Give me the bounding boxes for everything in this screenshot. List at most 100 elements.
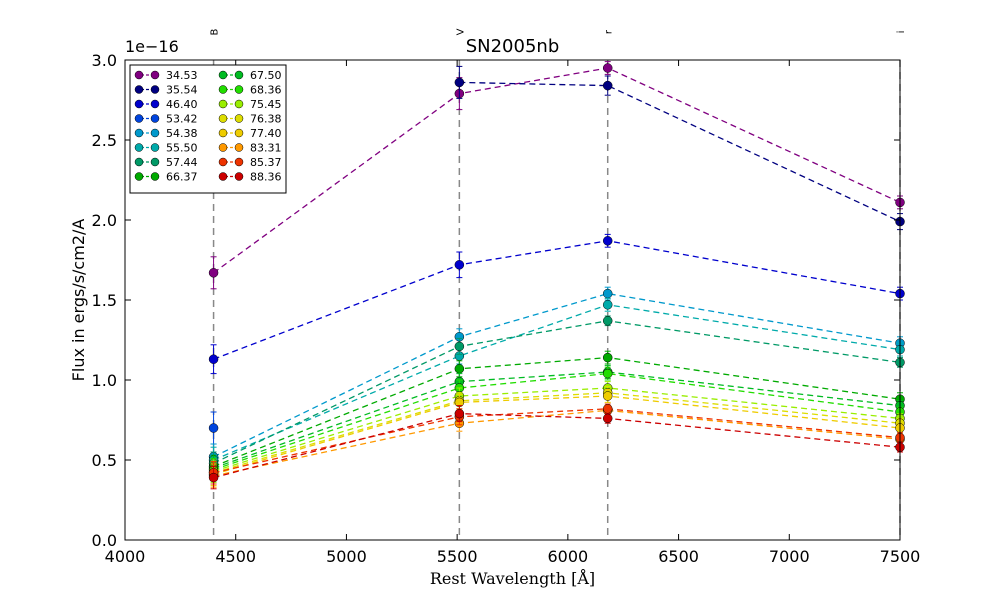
legend-label: 66.37	[166, 171, 198, 184]
legend-item: 76.38	[218, 113, 282, 126]
legend-label: 53.42	[166, 113, 198, 126]
legend-label: 54.38	[166, 127, 198, 140]
y-tick-label: 1.5	[92, 291, 117, 310]
data-point	[454, 341, 465, 352]
legend-marker	[134, 99, 144, 109]
data-point	[208, 472, 219, 483]
legend-item: 55.50	[134, 142, 198, 155]
series-layer	[208, 61, 905, 490]
legend-item: 66.37	[134, 171, 198, 184]
x-tick-label: 5000	[326, 547, 367, 566]
series-53.42	[208, 411, 219, 445]
legend-marker	[234, 85, 244, 94]
data-point	[602, 352, 613, 363]
legend-marker	[134, 172, 144, 181]
x-tick-label: 7000	[769, 547, 810, 566]
legend-marker	[218, 128, 228, 138]
legend-label: 67.50	[250, 69, 282, 82]
legend-marker	[234, 114, 244, 123]
data-point	[602, 368, 613, 379]
series-55.50	[208, 297, 905, 474]
legend-item: 57.44	[134, 156, 198, 169]
legend-marker	[234, 70, 244, 80]
legend-label: 46.40	[166, 98, 198, 111]
x-tick-label: 4000	[105, 547, 146, 566]
legend-label: 76.38	[250, 113, 282, 126]
series-35.54	[454, 65, 905, 231]
data-point	[602, 391, 613, 401]
series-68.36	[208, 366, 905, 482]
series-line	[213, 412, 901, 479]
legend-label: 88.36	[250, 171, 282, 184]
legend-marker	[150, 128, 160, 138]
legend-item: 54.38	[134, 127, 198, 140]
data-point	[602, 300, 613, 310]
legend-label: 35.54	[166, 84, 198, 97]
legend-marker	[218, 99, 228, 109]
legend-item: 67.50	[218, 69, 282, 82]
x-tick-label: 7500	[880, 547, 921, 566]
y-tick-label: 0.5	[92, 451, 117, 470]
x-tick-label: 6000	[547, 547, 588, 566]
legend-item: 88.36	[218, 171, 282, 184]
axes: 4000 4500 5000 5500 6000 6500 7000 7500 0.0 0.5 1.…	[92, 51, 921, 566]
legend-label: 83.31	[250, 142, 282, 155]
data-point	[602, 404, 613, 414]
series-line	[213, 372, 901, 471]
legend-item: 85.37	[218, 156, 282, 169]
series-88.36	[208, 405, 905, 490]
series-line	[213, 356, 901, 468]
legend-marker	[150, 85, 160, 94]
legend-item: 68.36	[218, 84, 282, 97]
legend-marker	[234, 128, 244, 138]
series-76.38	[208, 385, 905, 485]
x-axis-label: Rest Wavelength [Å]	[430, 568, 595, 588]
series-line	[213, 371, 901, 469]
band-label: V	[455, 28, 466, 35]
data-point	[602, 63, 613, 73]
data-point	[602, 316, 613, 326]
legend-marker	[134, 143, 144, 152]
data-point	[454, 77, 465, 88]
series-line	[213, 320, 901, 464]
series-46.40	[208, 233, 905, 375]
legend-marker	[218, 143, 228, 152]
data-point	[602, 80, 613, 91]
legend-marker	[150, 70, 160, 80]
legend-label: 85.37	[250, 156, 282, 169]
series-54.38	[208, 286, 905, 471]
legend-item: 83.31	[218, 142, 282, 155]
series-line	[213, 395, 901, 476]
legend-marker	[218, 157, 228, 167]
legend-marker	[134, 85, 144, 94]
series-75.45	[208, 381, 905, 483]
data-point	[208, 423, 219, 433]
legend-marker	[234, 172, 244, 181]
legend-item: 34.53	[134, 69, 198, 82]
legend-label: 77.40	[250, 127, 282, 140]
data-point	[454, 364, 465, 374]
legend-marker	[218, 172, 228, 181]
y-tick-label: 2.5	[92, 131, 117, 150]
legend-label: 34.53	[166, 69, 198, 82]
legend-marker	[134, 157, 144, 167]
x-tick-label: 4500	[215, 547, 256, 566]
data-point	[208, 354, 219, 364]
legend-item: 46.40	[134, 98, 198, 111]
legend-marker	[150, 172, 160, 181]
legend-item: 53.42	[134, 113, 198, 126]
legend-item: 75.45	[218, 98, 282, 111]
y-offset-label: 1e−16	[125, 37, 179, 56]
legend-marker	[218, 85, 228, 94]
series-line	[459, 81, 901, 223]
legend-marker	[234, 99, 244, 109]
legend-label: 68.36	[250, 84, 282, 97]
data-point	[602, 413, 613, 424]
y-tick-label: 2.0	[92, 211, 117, 230]
legend-marker	[234, 157, 244, 167]
series-line	[213, 304, 901, 461]
legend-marker	[150, 157, 160, 167]
